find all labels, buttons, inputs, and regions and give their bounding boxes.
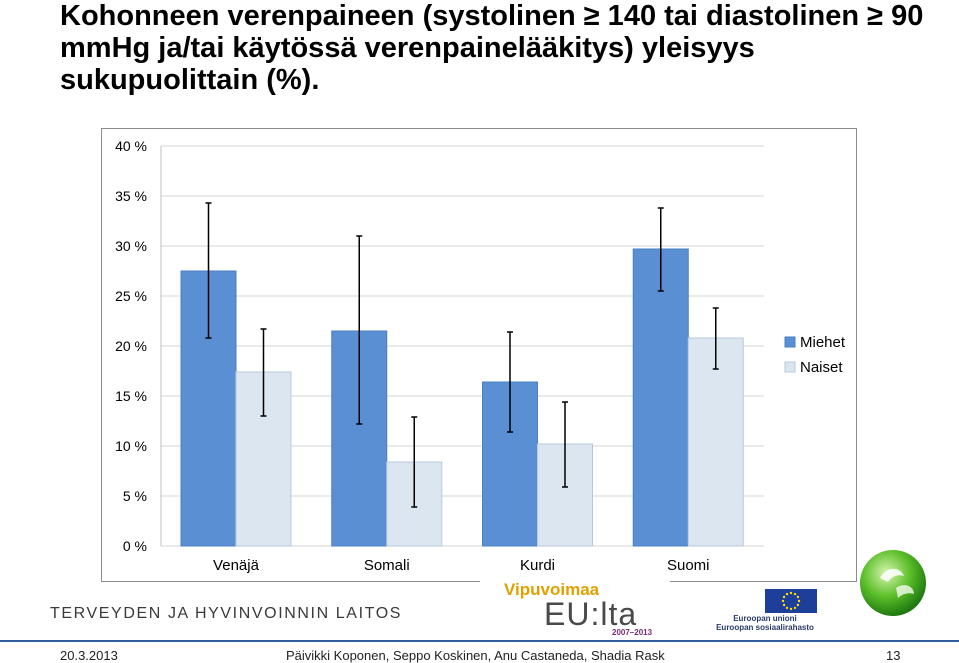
y-tick-label: 30 % bbox=[115, 238, 147, 254]
eu-star bbox=[782, 603, 786, 607]
eu-star bbox=[781, 599, 785, 603]
eu-flag-icon bbox=[765, 589, 817, 613]
slide-title: Kohonneen verenpaineen (systolinen ≥ 140… bbox=[60, 0, 924, 96]
vipuvoimaa-logo: Vipuvoimaa EU:lta 2007–2013 bbox=[480, 576, 670, 640]
y-tick-label: 0 % bbox=[123, 538, 147, 554]
x-tick-label: Kurdi bbox=[520, 557, 555, 574]
eu-star bbox=[789, 591, 793, 595]
eu-star bbox=[785, 592, 789, 596]
legend-label-miehet: Miehet bbox=[800, 334, 846, 351]
bar-naiset-suomi bbox=[687, 337, 744, 547]
eu-star bbox=[797, 599, 801, 603]
legend-label-naiset: Naiset bbox=[800, 359, 843, 376]
y-tick-label: 15 % bbox=[115, 388, 147, 404]
y-tick-label: 5 % bbox=[123, 488, 147, 504]
eu-star bbox=[793, 606, 797, 610]
vipuvoimaa-text: Vipuvoimaa bbox=[504, 580, 600, 599]
globe-leaf-icon bbox=[858, 548, 928, 618]
eu-fund-text: Euroopan unioni Euroopan sosiaalirahasto bbox=[700, 614, 830, 632]
footer-authors: Päivikki Koponen, Seppo Koskinen, Anu Ca… bbox=[286, 648, 665, 663]
bar-miehet-suomi bbox=[632, 248, 689, 547]
eu-lta-text: EU:lta bbox=[544, 596, 638, 632]
org-name: TERVEYDEN JA HYVINVOINNIN LAITOS bbox=[50, 605, 403, 622]
legend-swatch-miehet bbox=[784, 336, 796, 348]
eu-star bbox=[789, 607, 793, 611]
eu-star bbox=[796, 595, 800, 599]
y-tick-label: 20 % bbox=[115, 338, 147, 354]
eu-fund-label: Euroopan sosiaalirahasto bbox=[716, 623, 814, 632]
x-tick-label: Suomi bbox=[667, 557, 710, 574]
legend-swatch-naiset bbox=[784, 361, 796, 373]
x-tick-label: Somali bbox=[364, 557, 410, 574]
footer-date: 20.3.2013 bbox=[60, 648, 118, 663]
bar-miehet-somali bbox=[331, 330, 388, 547]
eu-union-label: Euroopan unioni bbox=[733, 614, 797, 623]
eu-star bbox=[796, 603, 800, 607]
x-tick-label: Venäjä bbox=[213, 557, 260, 574]
bar-chart: 0 % 5 % 10 % 15 % 20 % 25 % 30 % 35 % 40 % Venäjä… bbox=[115, 138, 846, 574]
years-text: 2007–2013 bbox=[612, 628, 653, 637]
chart-frame: 0 % 5 % 10 % 15 % 20 % 25 % 30 % 35 % 40 % Venäjä… bbox=[101, 128, 857, 582]
eu-star bbox=[782, 595, 786, 599]
y-tick-label: 10 % bbox=[115, 438, 147, 454]
y-tick-label: 35 % bbox=[115, 188, 147, 204]
eu-star bbox=[785, 606, 789, 610]
y-tick-label: 25 % bbox=[115, 288, 147, 304]
eu-star bbox=[793, 592, 797, 596]
y-tick-label: 40 % bbox=[115, 138, 147, 154]
page-number: 13 bbox=[886, 648, 901, 663]
footer-divider bbox=[0, 640, 959, 642]
